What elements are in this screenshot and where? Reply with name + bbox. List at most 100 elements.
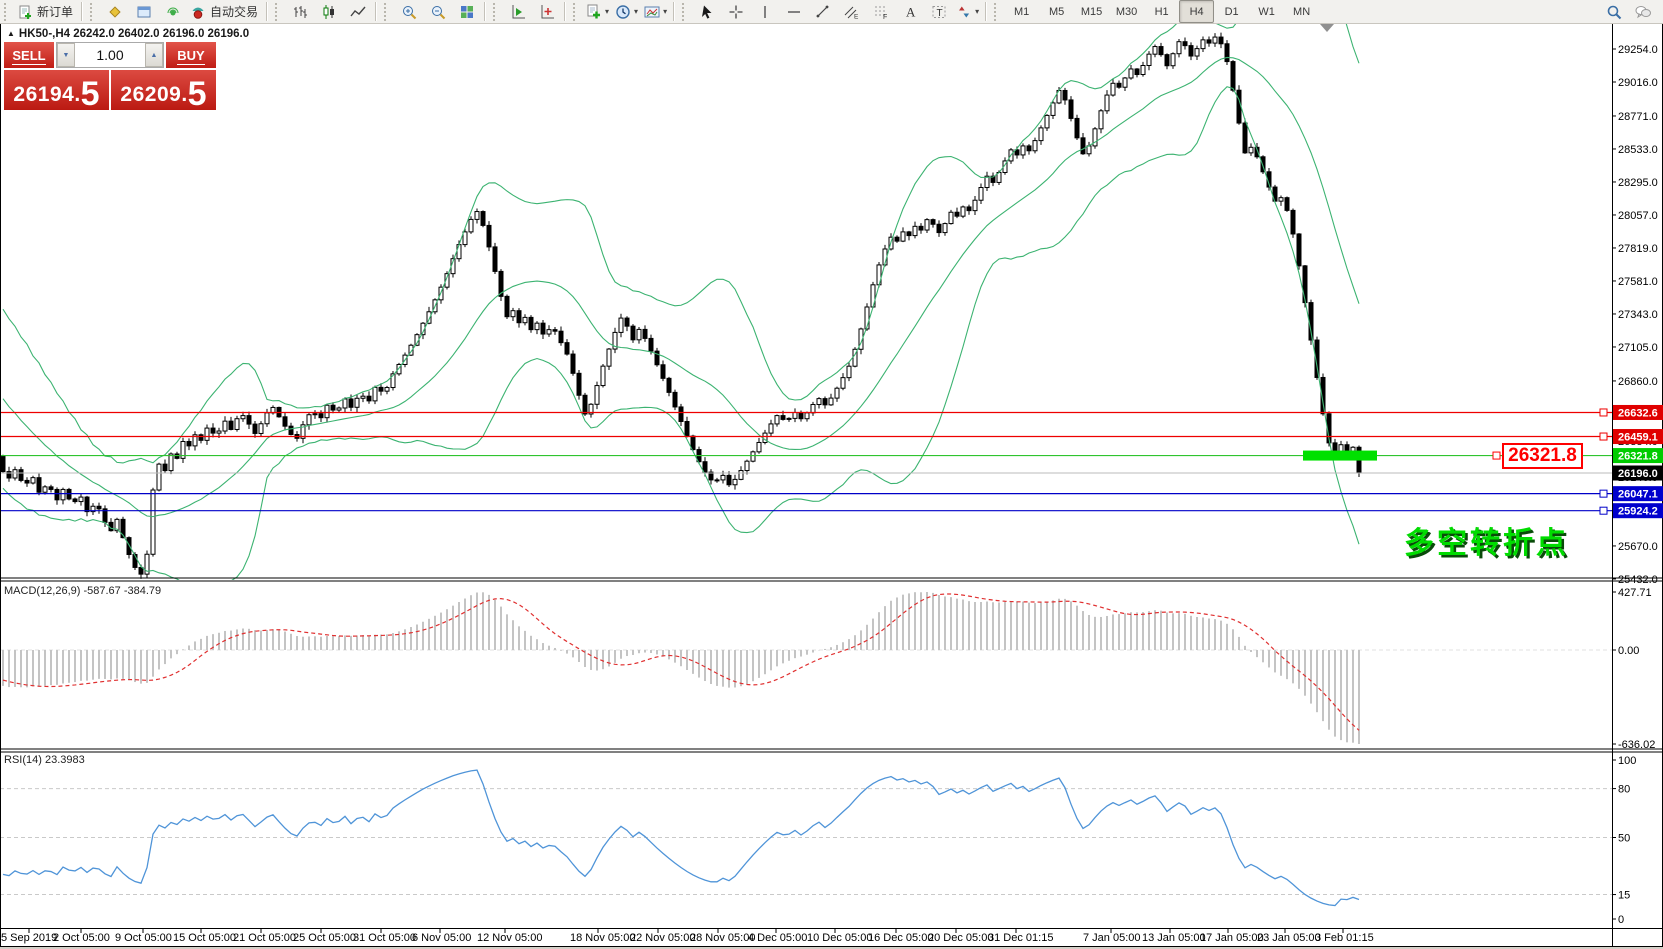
toolbar-separator — [673, 2, 676, 21]
symbol-ohlc-text: HK50-,H4 26242.0 26402.0 26196.0 26196.0 — [18, 28, 250, 40]
line-handle[interactable] — [1599, 432, 1608, 441]
chart-shift-marker[interactable] — [1320, 24, 1334, 32]
timeframe-m30-button[interactable]: M30 — [1115, 5, 1138, 18]
candlestick-button[interactable] — [314, 0, 343, 23]
toolbar-grip — [384, 2, 391, 21]
svg-text:3 Feb 01:15: 3 Feb 01:15 — [1315, 932, 1374, 944]
cursor-button[interactable] — [692, 0, 721, 23]
grid-snap-button[interactable] — [532, 0, 561, 23]
svg-text:427.71: 427.71 — [1618, 587, 1652, 599]
bollinger-bands — [2, 24, 1360, 580]
svg-text:23 Jan 05:00: 23 Jan 05:00 — [1257, 932, 1321, 944]
auto-trading-button[interactable]: 自动交易 — [187, 0, 263, 23]
chat-button[interactable] — [1628, 0, 1657, 23]
svg-text:17 Jan 05:00: 17 Jan 05:00 — [1200, 932, 1264, 944]
chart-annotation-text[interactable]: 多空转折点 — [1404, 527, 1569, 560]
svg-text:31 Dec 01:15: 31 Dec 01:15 — [988, 932, 1053, 944]
chat-icon — [1635, 5, 1651, 18]
svg-text:27819.0: 27819.0 — [1618, 243, 1658, 255]
fibo-icon: F — [874, 6, 887, 20]
svg-text:80: 80 — [1618, 784, 1630, 796]
highlight-level-bar[interactable] — [1303, 450, 1377, 461]
timeframe-d1-button[interactable]: D1 — [1224, 5, 1239, 18]
buy-button[interactable]: BUY — [166, 42, 216, 68]
svg-text:27343.0: 27343.0 — [1618, 309, 1658, 321]
navigator-button[interactable] — [158, 0, 187, 23]
volume-value[interactable]: 1.00 — [96, 47, 124, 63]
svg-text:5 Sep 2019: 5 Sep 2019 — [1, 932, 57, 944]
timeframe-m1-button[interactable]: M1 — [1013, 5, 1030, 18]
svg-text:4 Dec 05:00: 4 Dec 05:00 — [748, 932, 807, 944]
svg-text:F: F — [883, 14, 887, 20]
price-axis[interactable]: 29254.0 29016.0 28771.0 28533.0 28295.0 28057… — [0, 23, 1663, 949]
line-chart-button[interactable] — [343, 0, 372, 23]
text-a-icon: A — [906, 4, 916, 19]
toolbar-separator — [266, 2, 269, 21]
timeframe-h1-button[interactable]: H1 — [1154, 5, 1169, 18]
svg-text:26047.1: 26047.1 — [1618, 489, 1658, 501]
zoom-out-icon — [431, 5, 445, 19]
volume-decrease-button[interactable]: ▼ — [57, 43, 75, 67]
sell-button[interactable]: SELL — [4, 42, 54, 68]
sell-price[interactable]: 26194. 5 — [4, 70, 109, 111]
bar-chart-button[interactable] — [285, 0, 314, 23]
timeframe-h4-button[interactable]: H4 — [1179, 0, 1215, 23]
buy-price[interactable]: 26209. 5 — [111, 70, 216, 111]
text-label-button[interactable]: T — [924, 0, 953, 23]
horizontal-level-lines[interactable] — [0, 408, 1612, 515]
equidistant-channel-button[interactable]: E — [837, 0, 866, 23]
line-handle[interactable] — [1599, 408, 1608, 417]
volume-increase-button[interactable]: ▲ — [145, 43, 163, 67]
timeframe-m15-button[interactable]: M15 — [1080, 5, 1103, 18]
svg-text:28533.0: 28533.0 — [1618, 144, 1658, 156]
timeframe-mn-button[interactable]: MN — [1293, 5, 1311, 18]
data-window-icon — [137, 6, 151, 17]
search-button[interactable] — [1599, 0, 1628, 23]
svg-text:26860.0: 26860.0 — [1618, 376, 1658, 388]
chevron-down-icon[interactable]: ▾ — [634, 7, 639, 16]
svg-text:2 Oct 05:00: 2 Oct 05:00 — [53, 932, 110, 944]
svg-text:E: E — [854, 13, 859, 20]
fibonacci-button[interactable]: F — [866, 0, 895, 23]
tile-windows-button[interactable] — [452, 0, 481, 23]
svg-text:26459.1: 26459.1 — [1618, 432, 1658, 444]
crosshair-button[interactable] — [721, 0, 750, 23]
svg-text:7 Jan 05:00: 7 Jan 05:00 — [1083, 932, 1141, 944]
rsi-label: RSI(14) 23.3983 — [4, 754, 85, 766]
chevron-down-icon[interactable]: ▾ — [663, 7, 668, 16]
svg-text:29254.0: 29254.0 — [1618, 44, 1658, 56]
text-button[interactable]: A — [895, 0, 924, 23]
market-watch-button[interactable] — [100, 0, 129, 23]
zoom-in-button[interactable] — [394, 0, 423, 23]
trendline-button[interactable] — [808, 0, 837, 23]
svg-text:T: T — [936, 8, 942, 19]
line-handle[interactable] — [1492, 451, 1501, 460]
new-chart-icon — [587, 4, 601, 18]
svg-text:10 Dec 05:00: 10 Dec 05:00 — [807, 932, 872, 944]
timeframe-m5-button[interactable]: M5 — [1048, 5, 1065, 18]
zoom-out-button[interactable] — [423, 0, 452, 23]
horizontal-line-button[interactable] — [779, 0, 808, 23]
arrows-button[interactable]: ▾ — [953, 0, 982, 23]
svg-text:28 Nov 05:00: 28 Nov 05:00 — [690, 932, 755, 944]
data-window-button[interactable] — [129, 0, 158, 23]
chevron-down-icon[interactable]: ▾ — [605, 7, 610, 16]
new-chart-button[interactable]: ▾ — [583, 0, 612, 23]
price-alert-label[interactable]: 26321.8 — [1502, 443, 1583, 469]
chevron-down-icon[interactable]: ▾ — [975, 7, 980, 16]
svg-text:6 Nov 05:00: 6 Nov 05:00 — [412, 932, 471, 944]
line-handle[interactable] — [1599, 489, 1608, 498]
line-chart-icon — [349, 6, 366, 16]
toolbar-grip — [4, 2, 11, 21]
history-center-button[interactable]: ▾ — [612, 0, 641, 23]
collapse-triangle-icon[interactable]: ▲ — [7, 29, 15, 38]
templates-button[interactable]: ▾ — [641, 0, 670, 23]
timeframe-w1-button[interactable]: W1 — [1258, 5, 1275, 18]
one-click-trading-panel: SELL ▼ 1.00 ▲ BUY 26194. 5 26209. 5 — [4, 42, 216, 111]
line-handle[interactable] — [1599, 506, 1608, 515]
auto-arrange-button[interactable] — [503, 0, 532, 23]
vertical-line-button[interactable] — [750, 0, 779, 23]
new-order-button[interactable]: 新订单 — [14, 0, 78, 23]
